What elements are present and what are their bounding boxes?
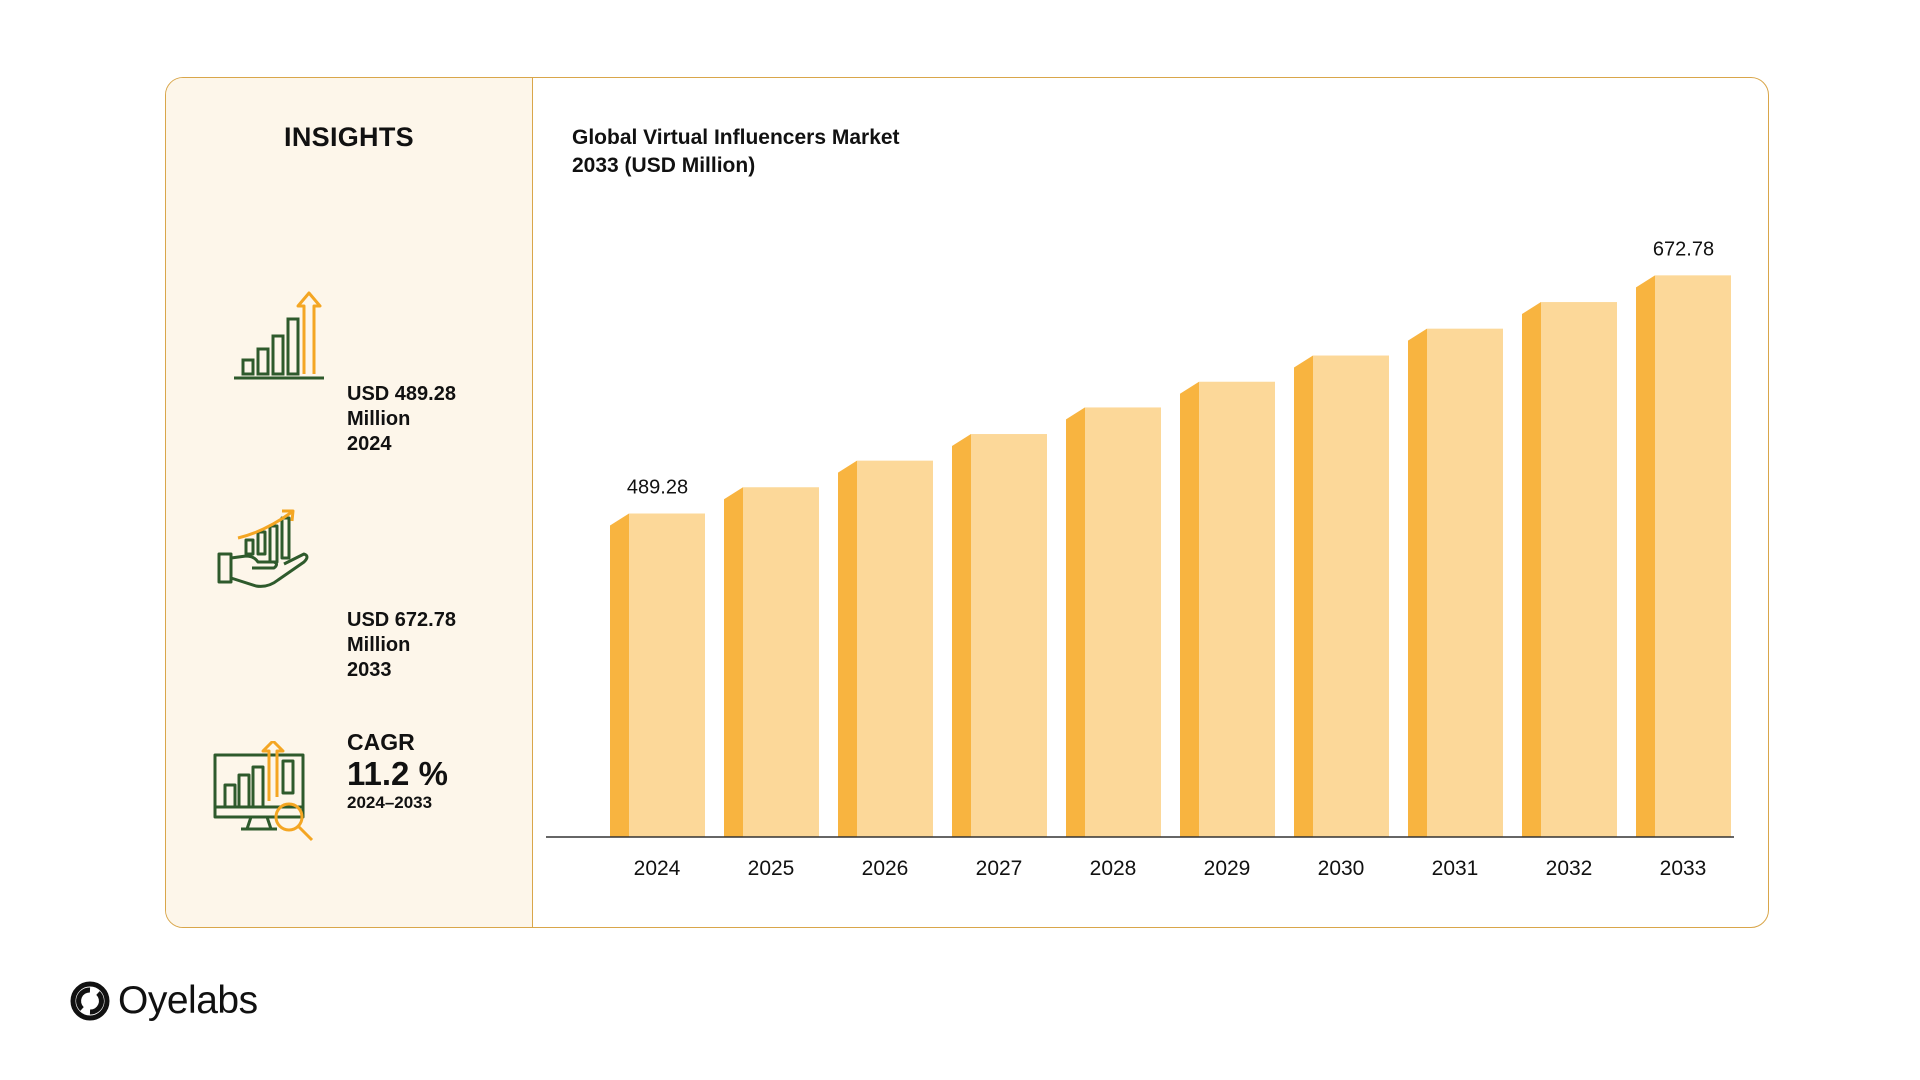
x-tick-label-2027: 2027 [976,857,1023,880]
bar-2025 [743,487,819,837]
infographic-card: INSIGHTS USD 489.28 Million 2024 [165,77,1769,928]
x-tick-label-2024: 2024 [634,857,681,880]
bar-chart: 2024 2025 2026 2027 2028 2029 2030 2031 2032 2033… [546,238,1734,880]
stat-2033-text: USD 672.78 Million 2033 [347,608,456,683]
bar-2032 [1541,302,1617,837]
cagr-range: 2024–2033 [347,793,433,812]
oyelabs-logo-icon [70,981,110,1021]
bar-2031 [1427,328,1503,837]
bar-side-2033 [1636,275,1655,837]
bar-side-2030 [1294,355,1313,837]
bar-side-2024 [610,513,629,837]
chart-title-line2: 2033 (USD Million) [572,154,756,177]
cagr-label: CAGR [347,729,415,755]
bar-side-2031 [1408,328,1427,837]
bar-chart-growth-icon [234,291,324,380]
chart-title-line1: Global Virtual Influencers Market [572,126,900,149]
bar-side-2028 [1066,407,1085,837]
stat-2024-amount: USD 489.28 [347,383,456,405]
bar-2027 [971,434,1047,837]
bar-side-2027 [952,434,971,837]
bar-2024 [629,513,705,837]
insights-panel: INSIGHTS USD 489.28 Million 2024 [166,78,533,927]
brand-name: Oyelabs [118,979,258,1022]
hand-growth-chart-icon [217,509,309,588]
bar-side-2029 [1180,381,1199,837]
insights-title: INSIGHTS [284,122,414,152]
stat-2024-year: 2024 [347,433,392,455]
stat-2024-unit: Million [347,408,411,430]
x-tick-label-2032: 2032 [1546,857,1593,880]
stat-2033-amount: USD 672.78 [347,609,456,631]
stat-2033-year: 2033 [347,659,392,681]
x-tick-label-2025: 2025 [748,857,795,880]
bar-2028 [1085,407,1161,837]
bar-side-2025 [724,487,743,837]
stat-cagr-text: CAGR 11.2 % 2024–2033 [347,728,448,814]
x-tick-label-2031: 2031 [1432,857,1479,880]
monitor-analytics-icon [213,741,314,842]
data-label-2033: 672.78 [1653,238,1714,260]
data-label-2024: 489.28 [627,476,688,498]
cagr-value: 11.2 % [347,755,448,792]
bar-side-2032 [1522,302,1541,837]
bar-2026 [857,460,933,837]
stat-2033-unit: Million [347,634,411,656]
stat-2024-text: USD 489.28 Million 2024 [347,382,456,457]
bar-2030 [1313,355,1389,837]
x-tick-label-2030: 2030 [1318,857,1365,880]
x-tick-label-2026: 2026 [862,857,909,880]
x-tick-label-2029: 2029 [1204,857,1251,880]
bar-2029 [1199,381,1275,837]
chart-title: Global Virtual Influencers Market 2033 (… [572,124,900,180]
x-tick-label-2028: 2028 [1090,857,1137,880]
bar-side-2026 [838,460,857,837]
x-tick-label-2033: 2033 [1660,857,1707,880]
bar-2033 [1655,275,1731,837]
